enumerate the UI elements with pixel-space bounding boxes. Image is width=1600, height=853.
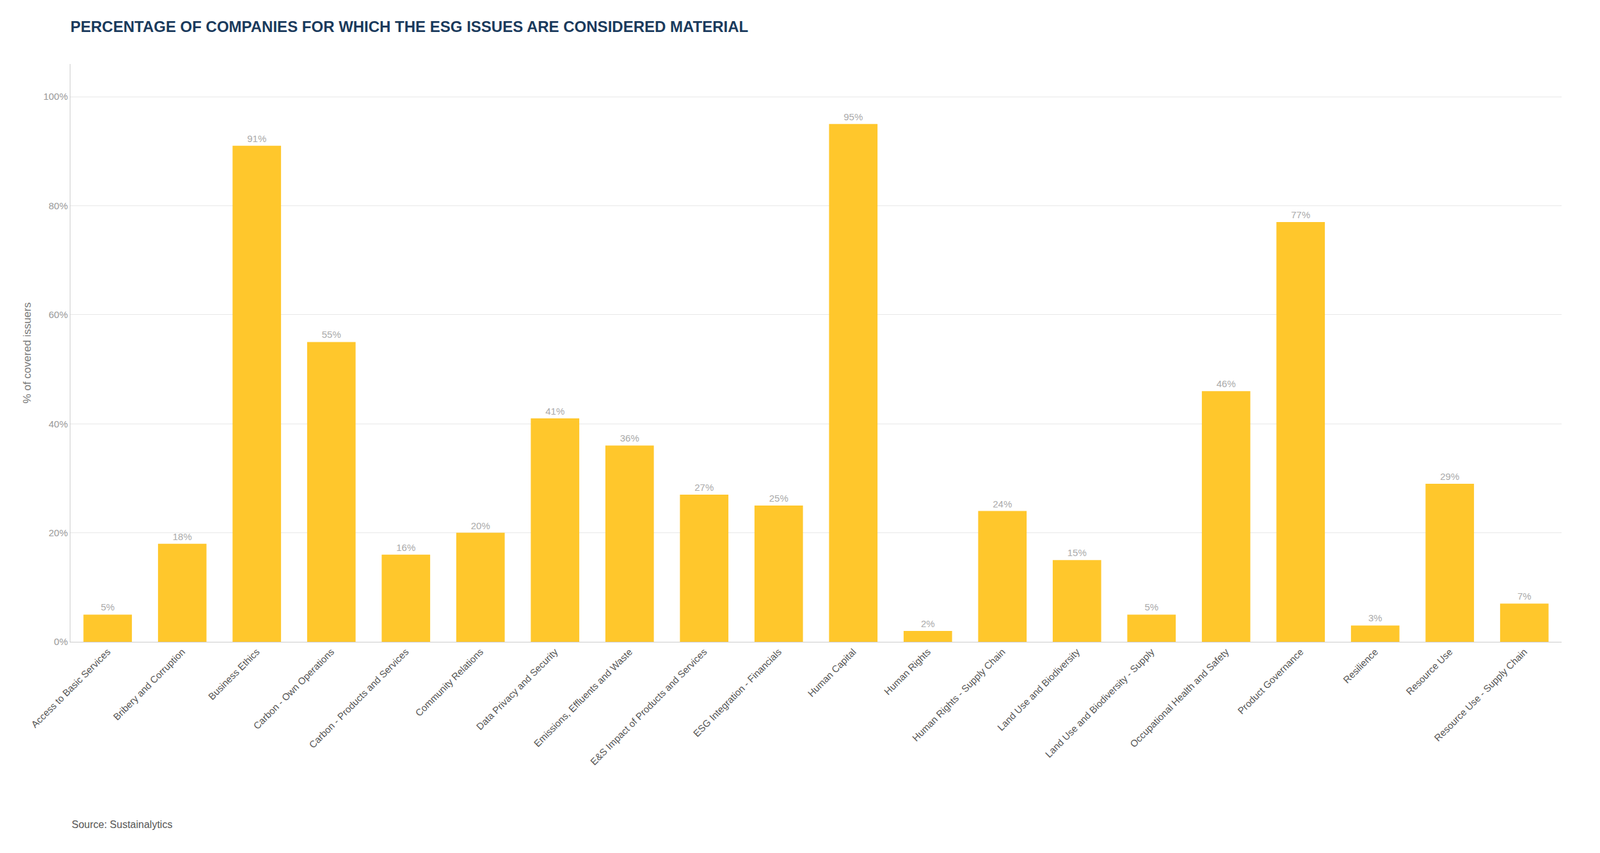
svg-text:PERCENTAGE OF COMPANIES FOR WH: PERCENTAGE OF COMPANIES FOR WHICH THE ES… — [70, 17, 749, 36]
svg-text:5%: 5% — [1144, 601, 1159, 613]
svg-text:ESG Integration - Financials: ESG Integration - Financials — [691, 646, 784, 740]
svg-text:36%: 36% — [620, 432, 640, 444]
svg-text:Occupational Health and Safety: Occupational Health and Safety — [1127, 646, 1232, 751]
svg-text:Resource Use: Resource Use — [1403, 646, 1455, 697]
svg-text:15%: 15% — [1067, 547, 1087, 559]
svg-text:27%: 27% — [694, 481, 714, 493]
svg-text:0%: 0% — [53, 636, 68, 648]
svg-text:Human Rights: Human Rights — [881, 646, 933, 697]
svg-text:Carbon - Products and Services: Carbon - Products and Services — [306, 646, 411, 751]
svg-text:100%: 100% — [43, 90, 68, 102]
svg-text:3%: 3% — [1368, 612, 1383, 624]
svg-text:40%: 40% — [48, 418, 68, 430]
svg-text:2%: 2% — [920, 618, 936, 630]
svg-text:Land Use and Biodiversity - Su: Land Use and Biodiversity - Supply — [1043, 646, 1157, 760]
svg-text:Access to Basic Services: Access to Basic Services — [28, 646, 113, 731]
svg-text:Product Governance: Product Governance — [1235, 646, 1305, 717]
svg-text:20%: 20% — [471, 520, 491, 532]
svg-text:% of covered issuers: % of covered issuers — [21, 302, 34, 404]
svg-text:77%: 77% — [1290, 209, 1311, 221]
svg-text:Bribery and Corruption: Bribery and Corruption — [110, 646, 187, 723]
svg-text:Source: Sustainalytics: Source: Sustainalytics — [71, 819, 173, 831]
svg-text:60%: 60% — [48, 309, 68, 320]
svg-text:25%: 25% — [769, 492, 789, 504]
svg-text:95%: 95% — [843, 111, 863, 123]
svg-text:24%: 24% — [992, 498, 1012, 510]
svg-text:Land Use and Biodiversity: Land Use and Biodiversity — [995, 646, 1083, 734]
svg-text:7%: 7% — [1517, 590, 1532, 602]
svg-text:55%: 55% — [321, 328, 342, 340]
svg-text:Community Relations: Community Relations — [412, 646, 486, 719]
svg-text:5%: 5% — [100, 601, 115, 613]
svg-text:Human Capital: Human Capital — [805, 646, 858, 699]
svg-text:Emissions, Effluents and Waste: Emissions, Effluents and Waste — [531, 646, 635, 750]
svg-text:Resilience: Resilience — [1340, 646, 1380, 686]
svg-text:Human Rights - Supply Chain: Human Rights - Supply Chain — [910, 646, 1008, 744]
svg-text:29%: 29% — [1440, 471, 1460, 482]
svg-text:16%: 16% — [396, 542, 416, 553]
svg-text:Resource Use - Supply Chain: Resource Use - Supply Chain — [1431, 646, 1529, 744]
svg-text:Data Privacy and Security: Data Privacy and Security — [474, 646, 560, 733]
svg-text:46%: 46% — [1216, 378, 1236, 390]
svg-text:20%: 20% — [48, 527, 68, 539]
svg-text:91%: 91% — [247, 133, 267, 144]
svg-text:41%: 41% — [545, 405, 565, 417]
svg-text:80%: 80% — [48, 200, 68, 212]
svg-text:18%: 18% — [172, 531, 192, 543]
svg-text:Carbon - Own Operations: Carbon - Own Operations — [250, 646, 336, 732]
svg-text:Business Ethics: Business Ethics — [206, 646, 262, 703]
svg-text:E&S Impact of Products and Ser: E&S Impact of Products and Services — [588, 646, 710, 768]
